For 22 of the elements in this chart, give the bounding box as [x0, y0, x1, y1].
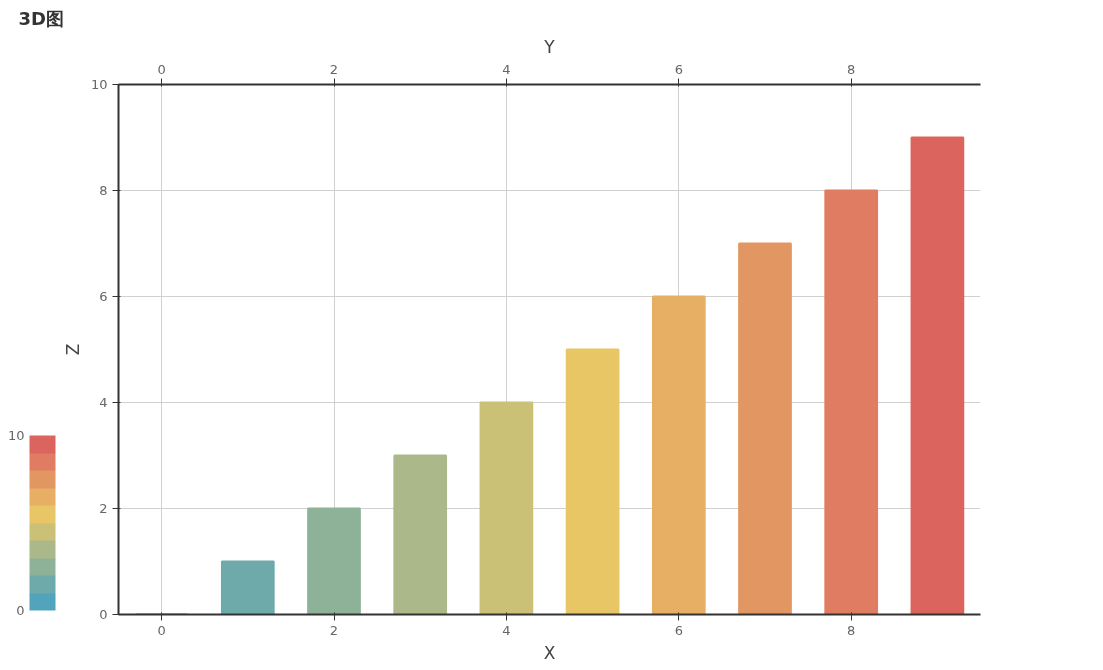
x-tick-label: 0 — [157, 622, 166, 638]
y-tick-label: 0 — [99, 607, 108, 622]
x-axis-title: X — [543, 642, 556, 663]
chart-title: 3D图 — [18, 7, 64, 29]
x2-axis-title: Y — [543, 36, 556, 57]
x2-tick-label: 8 — [847, 61, 856, 77]
y-axis-title: Z — [62, 343, 83, 356]
x2-tick-label: 2 — [329, 61, 339, 77]
x-tick-label: 6 — [674, 622, 683, 638]
y-tick-label: 8 — [99, 183, 108, 198]
color-bar-label: 0 — [16, 603, 25, 618]
x2-tick-label: 0 — [157, 61, 166, 77]
y-tick-label: 4 — [99, 395, 108, 410]
y-tick-label: 6 — [99, 289, 108, 304]
x-tick-label: 2 — [329, 622, 339, 638]
x2-tick-label: 6 — [674, 61, 683, 77]
y-tick-label: 10 — [90, 77, 108, 92]
x-tick-label: 8 — [847, 622, 856, 638]
x2-tick-label: 4 — [502, 61, 511, 77]
color-bar-label: 10 — [7, 428, 25, 443]
y-tick-label: 2 — [99, 501, 108, 516]
x-tick-label: 4 — [502, 622, 511, 638]
